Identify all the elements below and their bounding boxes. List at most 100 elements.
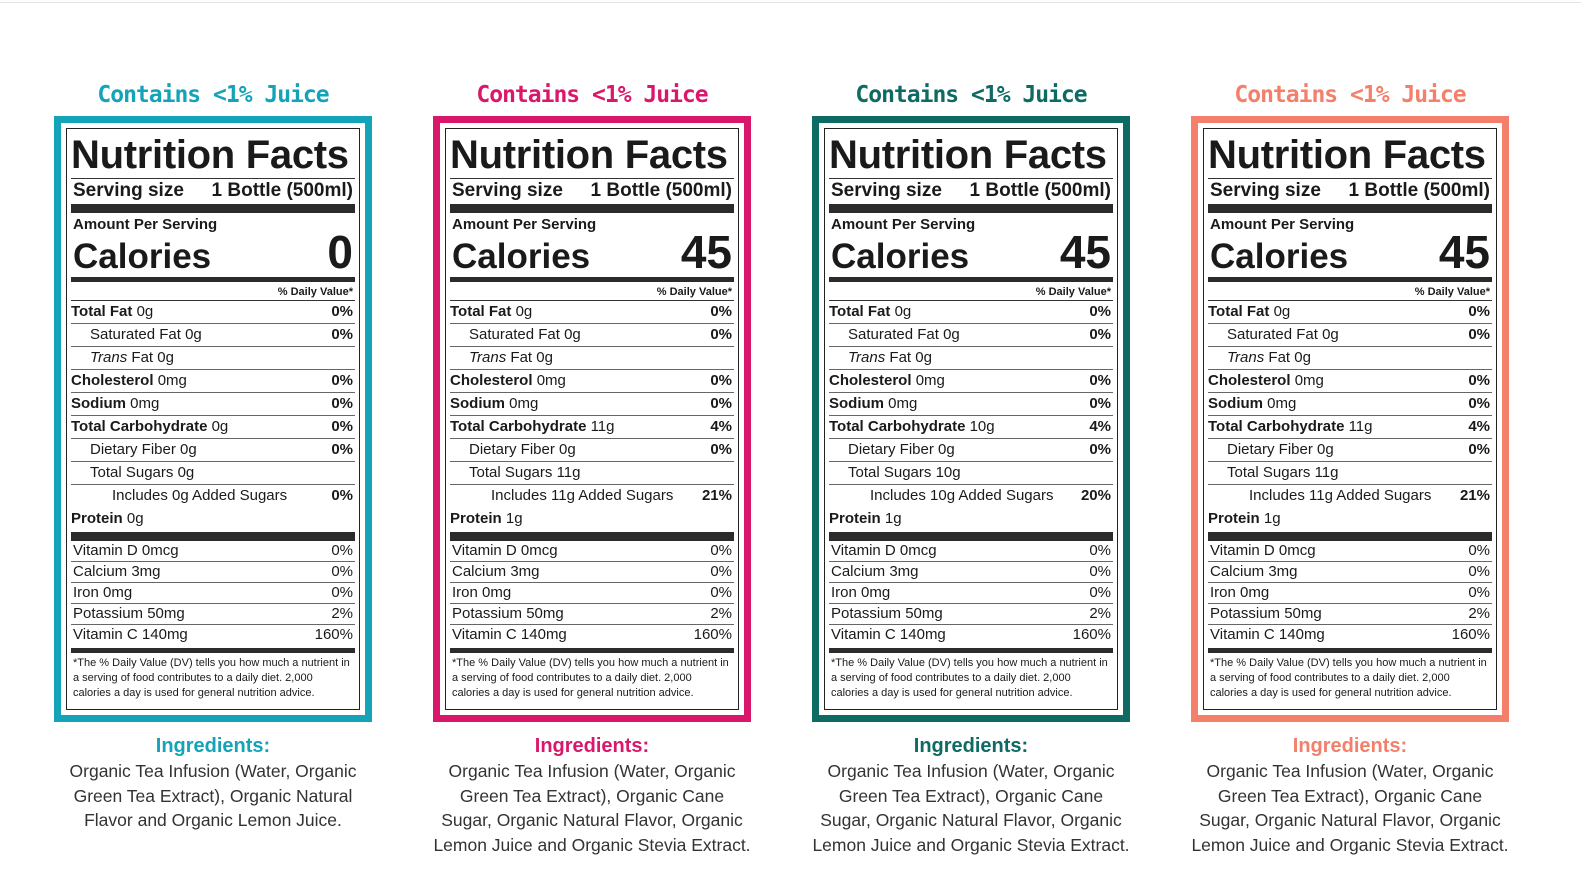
nutrient-list: Total Fat 0g 0% Saturated Fat 0g 0% Trans Fa… bbox=[71, 301, 355, 531]
nutrient-amount: 11g bbox=[590, 418, 615, 435]
serving-size-label: Serving size bbox=[73, 180, 184, 201]
nutrient-row: Total Sugars 11g bbox=[450, 462, 734, 485]
nutrient-amount: 0g bbox=[177, 464, 195, 481]
vitamin-name: Calcium 3mg bbox=[73, 563, 161, 580]
nutrient-amount: Fat 0g bbox=[1268, 349, 1311, 366]
nutrient-row: Includes 10g Added Sugars 20% bbox=[829, 485, 1113, 508]
nutrient-name: Total Fat 0g bbox=[71, 301, 153, 323]
calories-row: Calories 45 bbox=[1208, 229, 1492, 275]
nutrient-name: Total Sugars 11g bbox=[450, 462, 580, 484]
vitamin-row: Vitamin C 140mg 160% bbox=[450, 625, 734, 646]
vitamin-name: Potassium 50mg bbox=[1210, 605, 1322, 622]
nutrient-label: Dietary Fiber bbox=[90, 441, 176, 458]
ingredients-title: Ingredients: bbox=[913, 735, 1029, 757]
juice-content-heading: Contains <1% Juice bbox=[97, 82, 329, 108]
nutrient-row: Dietary Fiber 0g 0% bbox=[829, 439, 1113, 462]
vitamin-daily-value: 2% bbox=[710, 605, 732, 622]
nutrient-name: Cholesterol 0mg bbox=[1208, 370, 1324, 392]
thick-rule bbox=[71, 204, 355, 213]
nutrient-label: Total Carbohydrate bbox=[829, 418, 966, 435]
nutrient-daily-value: 0% bbox=[1468, 441, 1490, 458]
nutrient-name: Total Carbohydrate 0g bbox=[71, 416, 228, 438]
nutrient-label: Total Carbohydrate bbox=[71, 418, 208, 435]
nutrient-daily-value: 0% bbox=[331, 303, 353, 320]
nutrient-amount: 0g bbox=[894, 303, 912, 320]
nutrient-label: Cholesterol bbox=[450, 372, 533, 389]
nutrition-label-frame: Nutrition Facts Serving size 1 Bottle (5… bbox=[433, 116, 751, 722]
nutrient-row: Saturated Fat 0g 0% bbox=[71, 324, 355, 347]
nutrition-facts-panel: Nutrition Facts Serving size 1 Bottle (5… bbox=[445, 128, 739, 710]
vitamin-name: Calcium 3mg bbox=[1210, 563, 1298, 580]
amount-per-serving: Amount Per Serving bbox=[452, 216, 597, 233]
nutrient-amount: Fat 0g bbox=[510, 349, 553, 366]
nutrient-row: Saturated Fat 0g 0% bbox=[829, 324, 1113, 347]
nutrient-name: Total Fat 0g bbox=[829, 301, 911, 323]
calories-value: 0 bbox=[327, 226, 353, 278]
nutrient-name: Includes 11g Added Sugars bbox=[450, 485, 673, 508]
nutrient-row: Sodium 0mg 0% bbox=[71, 393, 355, 416]
calories-label: Calories bbox=[831, 237, 970, 276]
vitamin-daily-value: 0% bbox=[1089, 563, 1111, 580]
vitamin-daily-value: 160% bbox=[693, 626, 732, 643]
nutrient-row: Trans Fat 0g bbox=[71, 347, 355, 370]
nutrient-name: Protein 1g bbox=[829, 508, 902, 531]
daily-value-footnote: *The % Daily Value (DV) tells you how mu… bbox=[73, 657, 350, 699]
medium-rule bbox=[829, 277, 1113, 282]
calories-label: Calories bbox=[452, 237, 591, 276]
nutrient-name: Saturated Fat 0g bbox=[829, 324, 960, 346]
calories-value: 45 bbox=[1438, 226, 1490, 278]
nutrient-daily-value: 0% bbox=[331, 418, 353, 435]
nutrient-daily-value: 0% bbox=[1468, 326, 1490, 343]
nutrient-daily-value: 0% bbox=[710, 372, 732, 389]
nutrition-label-frame: Nutrition Facts Serving size 1 Bottle (5… bbox=[1191, 116, 1509, 722]
vitamin-name: Vitamin C 140mg bbox=[73, 626, 188, 643]
vitamin-row: Vitamin C 140mg 160% bbox=[71, 625, 355, 646]
nutrient-name: Dietary Fiber 0g bbox=[1208, 439, 1334, 461]
vitamin-list: Vitamin D 0mcg 0% Calcium 3mg 0% Iron 0mg 0% P… bbox=[450, 541, 734, 646]
nutrient-label: Includes 0g Added Sugars bbox=[112, 487, 288, 504]
vitamin-row: Iron 0mg 0% bbox=[71, 583, 355, 604]
nutrient-row: Dietary Fiber 0g 0% bbox=[1208, 439, 1492, 462]
nutrient-name: Protein 0g bbox=[71, 508, 144, 531]
daily-value-header: % Daily Value* bbox=[829, 282, 1113, 301]
nutrient-amount: 0mg bbox=[915, 372, 945, 389]
nutrient-name: Dietary Fiber 0g bbox=[71, 439, 197, 461]
serving-size-label: Serving size bbox=[1210, 180, 1321, 201]
nutrient-name: Includes 0g Added Sugars bbox=[71, 485, 287, 508]
nutrient-daily-value: 0% bbox=[331, 395, 353, 412]
nutrient-name: Cholesterol 0mg bbox=[829, 370, 945, 392]
nutrient-row: Total Sugars 10g bbox=[829, 462, 1113, 485]
nutrient-daily-value: 21% bbox=[701, 487, 732, 504]
product-column-3: Contains <1% Juice Nutrition Facts Servi… bbox=[812, 0, 1130, 885]
nutrition-facts-title: Nutrition Facts bbox=[450, 133, 728, 177]
nutrient-amount: 0g bbox=[1322, 326, 1339, 343]
nutrient-row: Cholesterol 0mg 0% bbox=[829, 370, 1113, 393]
nutrient-name: Sodium 0mg bbox=[829, 393, 917, 415]
nutrient-row: Cholesterol 0mg 0% bbox=[450, 370, 734, 393]
nutrition-facts-title: Nutrition Facts bbox=[829, 133, 1107, 177]
nutrient-row: Total Carbohydrate 10g 4% bbox=[829, 416, 1113, 439]
ingredients-text: Organic Tea Infusion (Water, Organic Gre… bbox=[1191, 761, 1509, 855]
vitamin-name: Calcium 3mg bbox=[452, 563, 540, 580]
vitamin-daily-value: 160% bbox=[1072, 626, 1111, 643]
thick-rule bbox=[450, 204, 734, 213]
nutrient-name: Total Carbohydrate 11g bbox=[1208, 416, 1373, 438]
nutrient-amount: 0g bbox=[1317, 441, 1334, 458]
vitamin-daily-value: 0% bbox=[710, 563, 732, 580]
nutrient-row: Dietary Fiber 0g 0% bbox=[450, 439, 734, 462]
nutrient-name: Includes 11g Added Sugars bbox=[1208, 485, 1431, 508]
ingredients-title: Ingredients: bbox=[155, 735, 271, 757]
nutrient-label: Includes 10g Added Sugars bbox=[870, 487, 1054, 504]
nutrient-label: Total Fat bbox=[829, 303, 891, 320]
serving-size-value: 1 Bottle (500ml) bbox=[211, 180, 353, 201]
nutrient-amount: 0mg bbox=[157, 372, 187, 389]
serving-size-value: 1 Bottle (500ml) bbox=[1348, 180, 1490, 201]
nutrient-label: Includes 11g Added Sugars bbox=[1249, 487, 1432, 504]
serving-size-row: Serving size 1 Bottle (500ml) bbox=[450, 178, 734, 203]
vitamin-daily-value: 0% bbox=[1468, 584, 1490, 601]
nutrient-row: Dietary Fiber 0g 0% bbox=[71, 439, 355, 462]
vitamin-daily-value: 0% bbox=[1089, 542, 1111, 559]
vitamin-daily-value: 0% bbox=[1089, 584, 1111, 601]
nutrient-row: Cholesterol 0mg 0% bbox=[71, 370, 355, 393]
medium-rule bbox=[71, 277, 355, 282]
